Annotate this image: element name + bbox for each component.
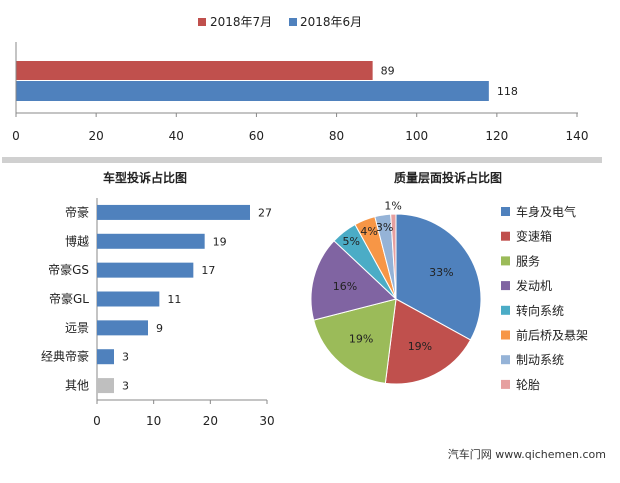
top-x-tick-label: 0: [12, 129, 20, 143]
top-bar-july: [16, 61, 373, 80]
pie-percent-label: 16%: [333, 280, 357, 293]
model-bar: [97, 204, 250, 220]
pie-slice: [390, 213, 397, 300]
legend-swatch-june: [289, 18, 297, 26]
pie-legend-label: 转向系统: [516, 303, 564, 318]
pie-legend-swatch: [501, 207, 510, 216]
top-x-tick-label: 80: [329, 129, 344, 143]
pie-chart-title: 质量层面投诉占比图: [394, 170, 502, 185]
pie-legend-label: 发动机: [516, 278, 552, 293]
pie-chart: 质量层面投诉占比图 33% 19% 19% 16% 5%4%3% 1% 车身及电气变速箱服…: [310, 170, 588, 392]
top-bar-value-label: 89: [381, 65, 395, 78]
model-category-label: 帝豪GS: [48, 262, 89, 277]
pie-slice: [384, 298, 472, 385]
pie-legend-label: 轮胎: [516, 378, 540, 392]
model-bar: [97, 320, 148, 336]
model-bar: [97, 291, 160, 307]
legend-swatch-july: [198, 18, 206, 26]
model-category-label: 帝豪GL: [49, 291, 89, 306]
model-bar-value-label: 3: [122, 351, 129, 364]
model-chart-title: 车型投诉占比图: [103, 170, 187, 185]
top-bars: 89 118: [16, 61, 518, 101]
pie-percent-label: 33%: [429, 266, 453, 279]
pie-slice: [310, 240, 398, 321]
pie-legend-label: 车身及电气: [516, 204, 576, 219]
pie-percent-label: 19%: [408, 340, 432, 353]
top-chart: 2018年7月 2018年6月 89 118 0 20 40 60 80 100 120 140: [12, 15, 588, 143]
pie-legend-swatch: [501, 256, 510, 266]
model-bar: [97, 233, 205, 249]
pie-slices: [310, 213, 482, 385]
pie-percent-label: 5%: [342, 235, 359, 248]
pie-percent-label: 1%: [384, 200, 401, 213]
legend-label-july: 2018年7月: [210, 15, 272, 29]
model-category-label: 远景: [65, 321, 89, 335]
model-category-label: 帝豪: [65, 204, 89, 219]
section-divider: [2, 157, 602, 163]
model-category-label: 博越: [65, 233, 89, 248]
pie-percent-label: 19%: [349, 333, 373, 346]
top-x-tick-label: 140: [566, 129, 589, 143]
pie-legend-swatch: [501, 330, 510, 340]
top-x-ticks: 0 20 40 60 80 100 120 140: [12, 113, 588, 143]
model-bar-value-label: 3: [122, 380, 129, 393]
model-bar-value-label: 27: [258, 206, 272, 219]
watermark: 汽车门网 www.qichemen.com: [448, 447, 606, 461]
model-bar-value-label: 9: [156, 322, 163, 335]
pie-legend-label: 变速箱: [516, 229, 552, 244]
model-category-label: 其他: [65, 379, 89, 393]
pie-percent-label: 3%: [376, 221, 393, 234]
model-x-tick-label: 0: [93, 414, 101, 428]
model-bar: [97, 349, 114, 365]
model-bar-value-label: 11: [167, 293, 181, 306]
top-bar-june: [16, 81, 489, 101]
model-x-ticks: 0 10 20 30: [93, 400, 275, 428]
top-x-tick-label: 20: [89, 129, 104, 143]
model-bar: [97, 378, 114, 394]
top-bar-value-label: 118: [497, 85, 518, 98]
model-bar: [97, 262, 194, 278]
pie-slice: [313, 298, 397, 384]
pie-legend-label: 前后桥及悬架: [516, 328, 588, 343]
top-x-tick-label: 60: [249, 129, 264, 143]
pie-legend-swatch: [501, 355, 510, 365]
model-bar-value-label: 19: [213, 235, 227, 248]
model-bar-value-label: 17: [201, 264, 215, 277]
top-x-tick-label: 120: [485, 129, 508, 143]
model-x-tick-label: 10: [146, 414, 161, 428]
pie-legend-label: 制动系统: [516, 353, 564, 367]
top-legend: 2018年7月 2018年6月: [198, 15, 362, 29]
pie-legend-swatch: [501, 231, 510, 241]
model-x-tick-label: 30: [259, 414, 274, 428]
pie-slice: [395, 213, 482, 341]
pie-labels: 33% 19% 19% 16% 5%4%3% 1%: [333, 200, 454, 353]
pie-legend-swatch: [501, 281, 510, 291]
model-x-tick-label: 20: [203, 414, 218, 428]
pie-legend-swatch: [501, 379, 510, 389]
top-x-tick-label: 100: [405, 129, 428, 143]
top-x-tick-label: 40: [169, 129, 184, 143]
pie-legend-label: 服务: [516, 253, 540, 268]
model-category-label: 经典帝豪: [41, 349, 89, 364]
pie-legend-swatch: [501, 305, 510, 315]
model-bars: 帝豪 27 博越 19 帝豪GS 17 帝豪GL 11 远景 9 经典帝豪 3 其他 3: [41, 204, 272, 394]
legend-label-june: 2018年6月: [300, 15, 362, 29]
pie-percent-label: 4%: [360, 225, 377, 238]
